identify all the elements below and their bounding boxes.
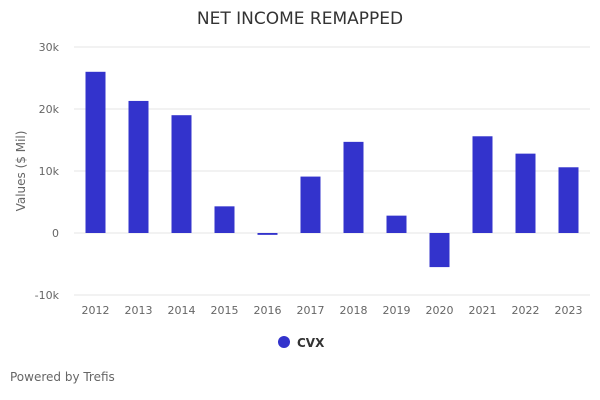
gridlines [74, 46, 590, 296]
bar-2016[interactable] [257, 233, 278, 235]
x-axis-ticks: 2012 2013 2014 2015 2016 2017 2018 2019 2020 2021… [82, 304, 583, 317]
bar-2023[interactable] [558, 167, 579, 233]
x-tick-label: 2014 [168, 304, 196, 317]
credits-text[interactable]: Powered by Trefis [10, 370, 115, 384]
x-tick-label: 2015 [211, 304, 239, 317]
bar-2015[interactable] [214, 206, 235, 233]
bar-2020[interactable] [429, 233, 450, 268]
legend-marker [278, 336, 290, 348]
x-tick-label: 2012 [82, 304, 110, 317]
x-tick-label: 2021 [469, 304, 497, 317]
x-tick-label: 2023 [555, 304, 583, 317]
x-tick-label: 2018 [340, 304, 368, 317]
bar-2013[interactable] [128, 100, 149, 233]
y-tick-label: 30k [39, 41, 60, 54]
chart-title: NET INCOME REMAPPED [197, 9, 403, 29]
x-tick-label: 2020 [426, 304, 454, 317]
bar-2012[interactable] [85, 71, 106, 233]
x-tick-label: 2017 [297, 304, 325, 317]
bar-2021[interactable] [472, 136, 493, 233]
y-tick-label: 0 [52, 227, 59, 240]
y-tick-label: 20k [39, 103, 60, 116]
bar-2019[interactable] [386, 215, 407, 233]
legend[interactable]: CVX [278, 336, 325, 350]
y-tick-label: -10k [35, 289, 60, 302]
x-tick-label: 2019 [383, 304, 411, 317]
bar-2022[interactable] [515, 153, 536, 233]
bars [85, 71, 579, 268]
y-tick-label: 10k [39, 165, 60, 178]
legend-label[interactable]: CVX [297, 336, 325, 350]
y-axis-ticks: 30k 20k 10k 0 -10k [35, 41, 60, 302]
y-axis-title: Values ($ Mil) [14, 131, 28, 212]
bar-2014[interactable] [171, 115, 192, 233]
x-tick-label: 2022 [512, 304, 540, 317]
bar-2017[interactable] [300, 176, 321, 233]
x-tick-label: 2016 [254, 304, 282, 317]
bar-2018[interactable] [343, 141, 364, 233]
x-tick-label: 2013 [125, 304, 153, 317]
